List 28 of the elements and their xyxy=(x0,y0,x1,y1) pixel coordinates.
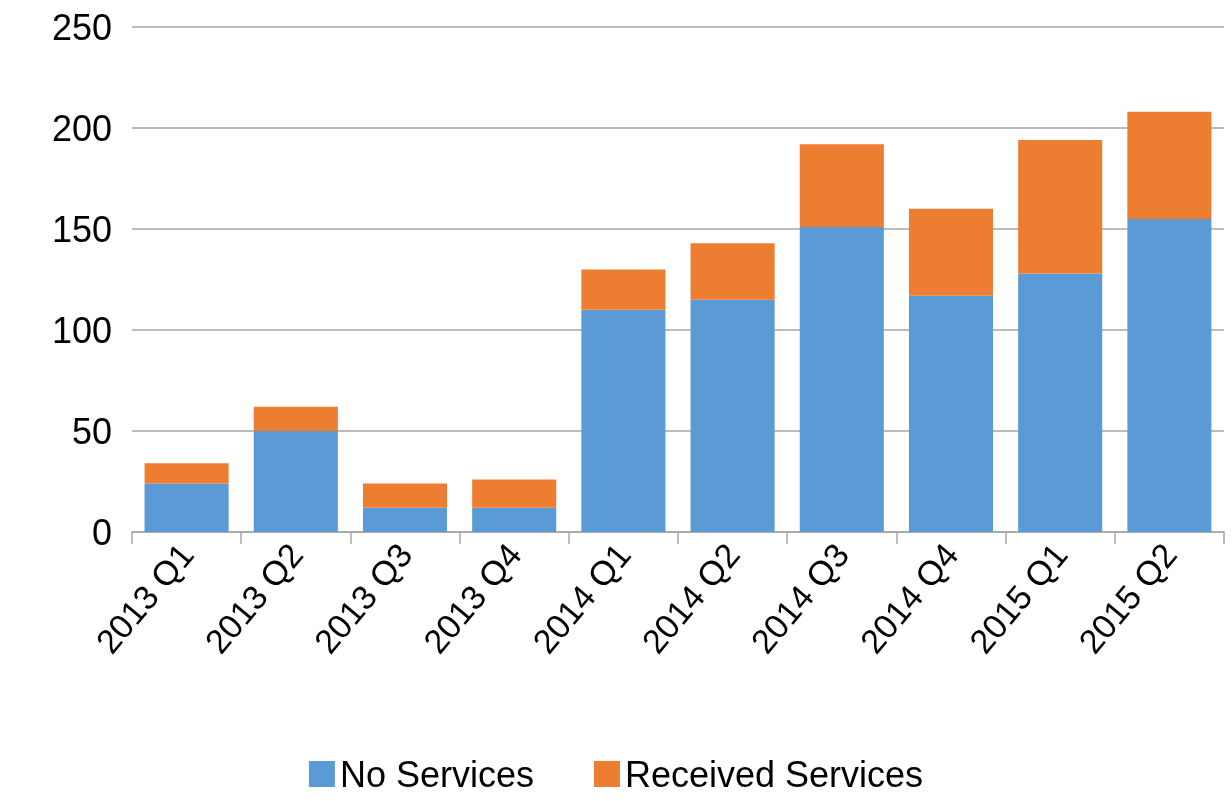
bar xyxy=(581,269,666,310)
bar xyxy=(690,299,775,532)
bar xyxy=(908,295,994,532)
y-tick-label: 50 xyxy=(71,410,112,452)
bar xyxy=(253,431,338,532)
bar xyxy=(472,507,557,532)
bar xyxy=(1018,273,1103,532)
bar xyxy=(472,479,557,508)
y-tick-label: 0 xyxy=(91,511,112,553)
legend-label: Received Services xyxy=(624,753,924,795)
bar xyxy=(253,406,338,431)
bar xyxy=(144,483,229,532)
bar xyxy=(690,243,775,300)
y-tick-label: 100 xyxy=(51,309,112,351)
bar xyxy=(1018,140,1103,274)
bar xyxy=(799,144,884,227)
bar xyxy=(1127,111,1212,219)
legend-label: No Services xyxy=(339,753,534,795)
bar xyxy=(908,208,994,296)
y-tick-label: 250 xyxy=(51,6,112,48)
y-tick-label: 200 xyxy=(51,107,112,149)
bar xyxy=(799,226,884,532)
bar xyxy=(362,507,448,532)
y-tick-label: 150 xyxy=(51,208,112,250)
bar xyxy=(362,483,448,508)
bar xyxy=(144,463,229,484)
bar xyxy=(581,309,666,532)
bar xyxy=(1127,218,1212,532)
